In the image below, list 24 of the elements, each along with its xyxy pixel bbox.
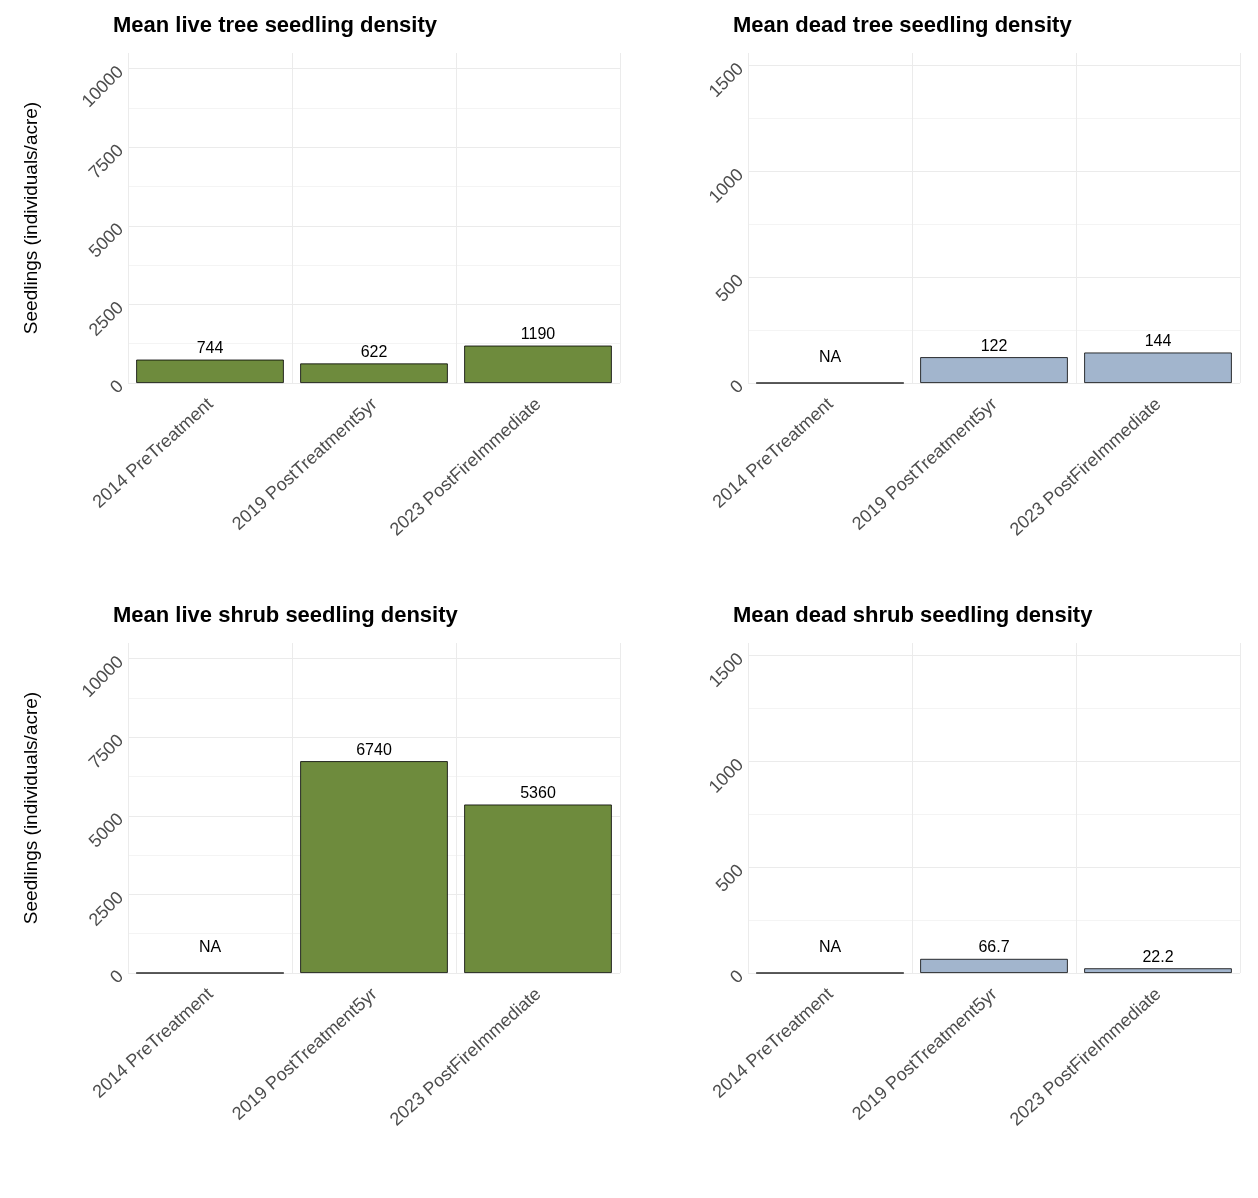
y-tick-label: 0 bbox=[105, 965, 128, 988]
text: NA bbox=[818, 938, 842, 956]
data-label: 6740 bbox=[356, 740, 392, 758]
data-label: 22.2 bbox=[1142, 947, 1174, 965]
data-label: 122 bbox=[980, 336, 1008, 354]
chart-title: Mean dead tree seedling density bbox=[733, 11, 1073, 37]
data-label: 622 bbox=[360, 342, 388, 360]
data-label: 1190 bbox=[520, 325, 556, 343]
y-tick-label: 500 bbox=[711, 860, 748, 896]
chart-title: Mean live shrub seedling density bbox=[113, 601, 459, 627]
text: NA bbox=[198, 938, 222, 956]
y-tick-label: 0 bbox=[725, 375, 748, 398]
y-axis-title: Seedlings (individuals/acre) bbox=[20, 691, 41, 925]
y-tick-label: 0 bbox=[725, 965, 748, 988]
data-label: 744 bbox=[196, 339, 224, 357]
data-label: 5360 bbox=[520, 784, 556, 802]
data-label: 66.7 bbox=[978, 938, 1010, 956]
chart-title: Mean live tree seedling density bbox=[113, 11, 438, 37]
text: NA bbox=[818, 348, 842, 366]
y-tick-label: 0 bbox=[105, 375, 128, 398]
y-axis-title: Seedlings (individuals/acre) bbox=[20, 101, 41, 335]
chart-title: Mean dead shrub seedling density bbox=[733, 601, 1094, 627]
y-tick-label: 500 bbox=[711, 270, 748, 306]
data-label: 144 bbox=[1144, 332, 1172, 350]
